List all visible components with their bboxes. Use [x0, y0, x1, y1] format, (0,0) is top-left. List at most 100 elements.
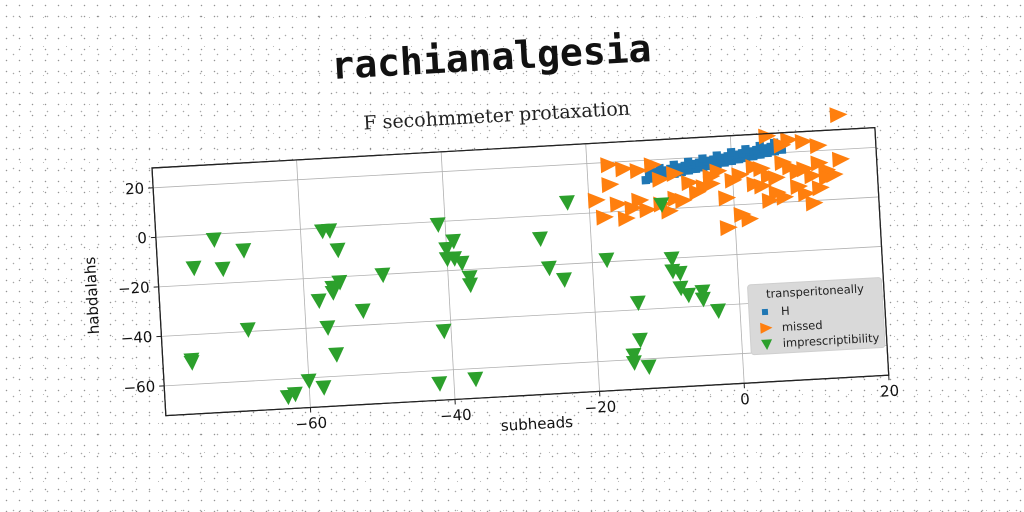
point-missed — [614, 161, 633, 178]
chart-title: rachianalgesia — [330, 26, 652, 88]
point-imprescriptibility — [205, 232, 222, 248]
point-missed — [811, 180, 830, 197]
point-imprescriptibility — [328, 347, 345, 363]
point-missed — [780, 132, 799, 149]
point-imprescriptibility — [640, 359, 657, 376]
point-imprescriptibility — [625, 347, 642, 364]
point-missed — [829, 107, 848, 124]
point-missed — [601, 177, 620, 194]
y-tick-label: 20 — [125, 179, 145, 198]
point-imprescriptibility — [310, 293, 327, 310]
point-imprescriptibility — [321, 223, 338, 239]
point-missed — [803, 168, 822, 185]
point-imprescriptibility — [324, 285, 341, 301]
point-imprescriptibility — [680, 287, 697, 304]
point-imprescriptibility — [374, 267, 391, 284]
point-missed — [629, 163, 648, 180]
point-imprescriptibility — [629, 295, 646, 312]
point-h — [741, 144, 750, 154]
x-tick-label: −60 — [295, 414, 328, 434]
point-missed — [731, 167, 750, 184]
point-imprescriptibility — [671, 265, 688, 282]
point-imprescriptibility — [694, 291, 711, 308]
point-imprescriptibility — [286, 386, 303, 403]
point-missed — [631, 192, 650, 209]
point-imprescriptibility — [445, 233, 461, 250]
point-imprescriptibility — [331, 274, 348, 291]
point-imprescriptibility — [558, 195, 575, 211]
point-imprescriptibility — [531, 231, 548, 247]
point-imprescriptibility — [185, 260, 202, 277]
y-axis-label: habdalahs — [81, 256, 103, 335]
point-imprescriptibility — [461, 270, 478, 286]
point-missed — [709, 163, 728, 180]
point-imprescriptibility — [329, 242, 346, 259]
point-imprescriptibility — [598, 252, 615, 269]
point-missed — [797, 185, 816, 202]
point-missed — [660, 203, 679, 220]
legend-label-imprescriptibility: imprescriptibility — [782, 331, 880, 350]
point-imprescriptibility — [540, 260, 557, 277]
legend-marker-h — [761, 308, 769, 316]
point-h — [726, 147, 736, 157]
point-imprescriptibility — [694, 284, 711, 300]
point-imprescriptibility — [672, 280, 689, 297]
x-axis-label: subheads — [500, 413, 573, 435]
x-tick-label: 20 — [880, 382, 900, 401]
point-imprescriptibility — [709, 303, 726, 319]
point-h — [669, 160, 679, 170]
legend: transperitoneally Hmissedimprescriptibil… — [747, 277, 886, 356]
point-missed — [595, 209, 614, 226]
x-gridline — [296, 159, 311, 408]
point-imprescriptibility — [239, 322, 256, 338]
x-tick-label: 0 — [740, 390, 751, 409]
point-missed — [758, 128, 777, 145]
point-imprescriptibility — [300, 373, 317, 390]
point-imprescriptibility — [663, 251, 680, 267]
y-tick-label: −40 — [120, 328, 153, 348]
point-missed — [831, 151, 850, 168]
y-tick-label: 0 — [137, 229, 148, 248]
y-gridline — [155, 196, 879, 238]
point-missed — [665, 166, 684, 183]
x-gridline — [440, 151, 456, 400]
plot-border — [151, 126, 890, 417]
point-missed — [809, 138, 828, 155]
point-missed — [688, 184, 707, 201]
y-tick-label: −20 — [118, 278, 151, 298]
point-imprescriptibility — [631, 332, 648, 349]
point-imprescriptibility — [183, 355, 200, 371]
point-imprescriptibility — [467, 371, 484, 388]
point-imprescriptibility — [453, 255, 470, 272]
point-missed — [718, 190, 737, 207]
point-missed — [702, 176, 721, 193]
legend-label-missed: missed — [781, 318, 822, 334]
point-imprescriptibility — [431, 376, 448, 392]
point-missed — [609, 196, 628, 213]
point-missed — [767, 170, 786, 187]
legend-marker-missed — [760, 322, 773, 334]
point-imprescriptibility — [235, 242, 252, 259]
x-tick-label: −20 — [584, 397, 617, 417]
point-missed — [719, 220, 738, 237]
point-h — [683, 157, 693, 167]
point-h — [641, 175, 651, 185]
legend-title: transperitoneally — [766, 281, 865, 300]
point-missed — [680, 175, 700, 192]
point-missed — [617, 210, 636, 227]
point-imprescriptibility — [625, 355, 642, 371]
point-missed — [776, 189, 795, 206]
axis-ticks: −60 −40 −20 0 20 −60 −40 −20 0 20 — [118, 179, 900, 434]
point-h — [755, 141, 765, 151]
point-missed — [805, 195, 824, 212]
x-gridline — [585, 143, 600, 392]
point-imprescriptibility — [461, 277, 478, 294]
point-missed — [624, 200, 643, 217]
point-imprescriptibility — [354, 303, 371, 319]
point-missed — [600, 157, 619, 174]
scatter-plot: −60 −40 −20 0 20 −60 −40 −20 0 20 subheads habdal… — [81, 107, 900, 435]
point-imprescriptibility — [429, 217, 446, 233]
point-imprescriptibility — [435, 323, 452, 340]
